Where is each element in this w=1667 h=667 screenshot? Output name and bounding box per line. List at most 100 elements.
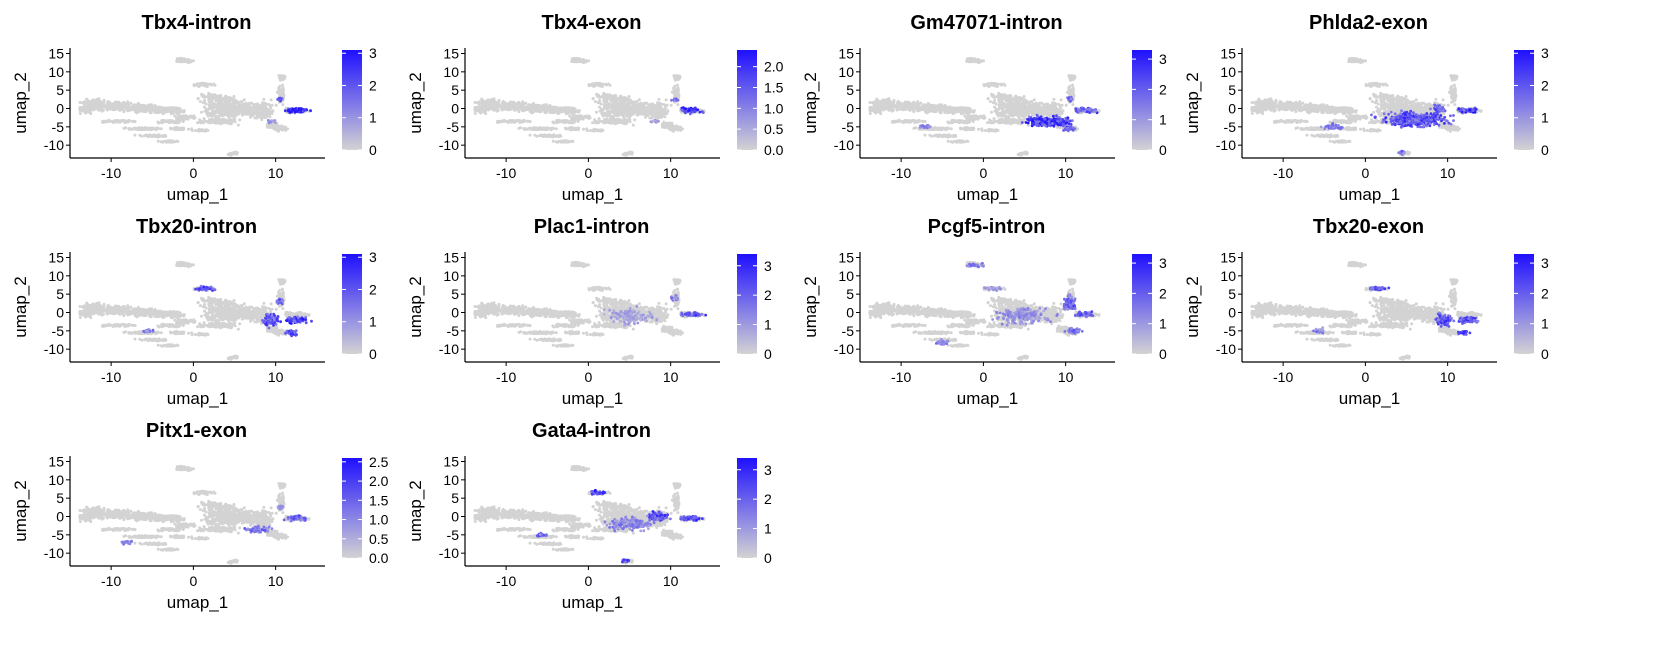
cell-point	[146, 128, 149, 131]
cell-point	[84, 108, 87, 111]
y-tick-label: -10	[44, 137, 64, 153]
cell-point	[215, 104, 218, 107]
cell-point	[666, 109, 669, 112]
cell-point	[545, 111, 548, 114]
cell-point	[94, 107, 97, 110]
cell-point	[502, 106, 505, 109]
cell-point	[602, 115, 605, 118]
cell-point	[884, 107, 887, 110]
cell-point	[540, 134, 543, 137]
cell-point	[573, 119, 576, 122]
cell-point	[879, 103, 882, 106]
cell-point	[574, 57, 577, 60]
x-tick-label: 10	[268, 165, 284, 181]
cell-point	[125, 121, 128, 124]
cell-point	[570, 121, 573, 124]
cell-point	[663, 115, 666, 118]
cell-point	[600, 83, 603, 86]
y-tick-label: 15	[443, 46, 459, 62]
cell-point	[616, 104, 619, 107]
cell-point	[550, 107, 553, 110]
cell-point	[154, 110, 157, 113]
cell-point	[656, 101, 659, 104]
cell-point	[258, 113, 261, 116]
cell-points	[473, 57, 705, 157]
cell-point	[655, 110, 658, 113]
cell-point	[191, 129, 194, 132]
cell-point	[244, 108, 247, 111]
cell-point	[228, 117, 231, 120]
cell-point	[209, 83, 212, 86]
cell-point	[657, 98, 660, 101]
cell-point	[144, 106, 147, 109]
cell-point	[572, 107, 575, 110]
cell-point	[150, 128, 153, 131]
cell-point	[117, 105, 120, 108]
cell-point	[521, 109, 524, 112]
cell-point	[165, 108, 168, 111]
cell-point	[91, 99, 94, 102]
cell-point	[214, 120, 217, 123]
cell-point	[478, 100, 481, 103]
cell-point	[164, 120, 167, 123]
cell-point	[634, 105, 637, 108]
cell-point	[544, 105, 547, 108]
cell-point	[629, 120, 632, 123]
cell-point	[205, 83, 208, 86]
cell-point	[276, 126, 279, 129]
cell-point	[169, 127, 172, 130]
cell-point	[623, 153, 626, 156]
cell-point	[588, 84, 591, 87]
cell-point	[202, 121, 205, 124]
cell-point	[606, 93, 609, 96]
cell-point	[592, 97, 595, 100]
cell-point	[202, 101, 205, 104]
cell-point	[623, 104, 626, 107]
cell-point	[228, 153, 231, 156]
cell-point	[200, 111, 203, 114]
cell-point	[162, 134, 165, 137]
cell-point	[656, 115, 659, 118]
x-tick-label: 0	[189, 165, 197, 181]
cell-point	[512, 105, 515, 108]
colorbar-label: 2.0	[764, 59, 784, 75]
cell-point	[281, 103, 284, 106]
cell-point	[561, 140, 564, 143]
cell-point	[199, 83, 202, 86]
umap-panel: Gm47071-intron151050-5-10-10 0 10umap_1uma…	[801, 12, 1167, 204]
cell-point	[104, 105, 107, 108]
cell-point	[479, 108, 482, 111]
cell-point	[619, 107, 622, 110]
cell-point	[182, 120, 185, 123]
cell-point	[211, 93, 214, 96]
cell-point	[597, 101, 600, 104]
cell-point	[889, 105, 892, 108]
cell-point	[600, 112, 603, 115]
cell-point	[244, 111, 247, 114]
cell-point	[606, 110, 609, 113]
y-tick-label: 10	[48, 64, 64, 80]
expressing-cell	[273, 120, 276, 123]
x-tick-label: -10	[496, 165, 516, 181]
cell-point	[153, 133, 156, 136]
cell-point	[639, 111, 642, 114]
cell-point	[133, 120, 136, 123]
cell-point	[582, 128, 585, 131]
cell-point	[881, 99, 884, 102]
cell-point	[161, 141, 164, 144]
cell-point	[122, 127, 125, 130]
expressing-cell	[699, 111, 702, 114]
cell-point	[513, 102, 516, 105]
cell-point	[601, 95, 604, 98]
panel-title: Gm47071-intron	[910, 12, 1062, 34]
cell-point	[892, 109, 895, 112]
cell-point	[577, 120, 580, 123]
cell-point	[671, 126, 674, 129]
cell-point	[80, 107, 83, 110]
cell-point	[118, 102, 121, 105]
cell-point	[150, 111, 153, 114]
cell-point	[260, 110, 263, 113]
y-tick-label: -10	[439, 137, 459, 153]
cell-point	[674, 91, 677, 94]
